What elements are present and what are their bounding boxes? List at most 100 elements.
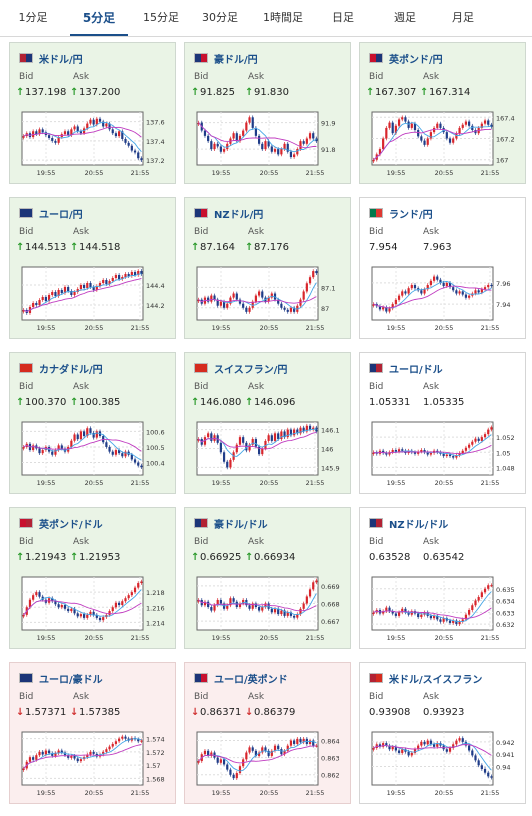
rate-card[interactable]: スイスフラン/円 Bid Ask ↑146.080 ↑146.096 146.1… [184,352,351,494]
rate-card[interactable]: カナダドル/円 Bid Ask ↑100.370 ↑100.385 100.6 1… [9,352,176,494]
candle [404,117,407,122]
pair-link[interactable]: カナダドル/円 [19,361,103,376]
candle [213,143,216,150]
price-chart[interactable]: 1.218 1.216 1.214 19:55 20:55 21:55 [20,574,167,644]
candle [299,141,302,150]
price-chart[interactable]: 1.052 1.05 1.048 19:55 20:55 21:55 [370,419,517,489]
rate-card[interactable]: NZドル/円 Bid Ask ↑87.164 ↑87.176 87.1 87 19:… [184,197,351,339]
candle [118,275,121,279]
rate-card[interactable]: 英ポンド/円 Bid Ask ↑167.307 ↑167.314 167.4 16… [359,42,526,184]
pair-link[interactable]: 英ポンド/円 [369,51,443,66]
candle [111,129,114,134]
candle [121,601,124,606]
candle [448,748,452,752]
candle [203,130,207,136]
candle [108,611,111,615]
rate-card[interactable]: 英ポンド/ドル Bid Ask ↑1.21943 ↑1.21953 1.218 1… [9,507,176,649]
pair-link[interactable]: ユーロ/ドル [369,361,443,376]
pair-link[interactable]: ユーロ/英ポンド [194,671,288,686]
tab-daily[interactable]: 日足 [332,11,354,24]
trend-arrow-icon: ↑ [70,397,79,408]
pair-name: 英ポンド/ドル [39,519,103,531]
candle [197,439,200,441]
rate-card[interactable]: ユーロ/ドル Bid Ask 1.05331 1.05335 1.052 1.05… [359,352,526,494]
pair-link[interactable]: NZドル/円 [194,206,263,221]
tab-1hour[interactable]: 1時間足 [263,11,303,24]
ma-long-line [198,431,317,450]
candle [487,585,490,589]
candlestick-chart: 1.218 1.216 1.214 19:55 20:55 21:55 [21,576,165,642]
price-chart[interactable]: 146.1 146 145.9 19:55 20:55 21:55 [195,419,342,489]
ask-value: ↑144.518 [70,242,121,253]
bid-value: ↑0.66925 [191,552,242,563]
tab-monthly[interactable]: 月足 [452,11,474,24]
ask-value: ↑146.096 [245,397,296,408]
rate-card[interactable]: 米ドル/円 Bid Ask ↑137.198 ↑137.200 137.6 137… [9,42,176,184]
price-chart[interactable]: 0.635 0.634 0.633 0.632 19:55 20:55 21:55 [370,574,517,644]
rate-card[interactable]: 米ドル/スイスフラン Bid Ask 0.93908 0.93923 0.942… [359,662,526,804]
candle [89,751,92,755]
pair-link[interactable]: 豪ドル/円 [194,51,258,66]
rate-card[interactable]: NZドル/ドル Bid Ask 0.63528 0.63542 0.635 0.6… [359,507,526,649]
x-tick-label: 21:55 [481,789,500,797]
tab-5min[interactable]: 5分足 [70,0,128,36]
candle [54,140,57,143]
pair-link[interactable]: ユーロ/豪ドル [19,671,103,686]
pair-link[interactable]: 米ドル/スイスフラン [369,671,482,686]
candle [426,740,429,745]
rate-card[interactable]: ユーロ/円 Bid Ask ↑144.513 ↑144.518 144.4 144… [9,197,176,339]
price-chart[interactable]: 87.1 87 19:55 20:55 21:55 [195,264,342,334]
pair-link[interactable]: ユーロ/円 [19,206,83,221]
candle [102,280,105,283]
tab-1min[interactable]: 1分足 [18,11,48,24]
candle [70,291,73,295]
tab-30min[interactable]: 30分足 [202,11,238,24]
candle [280,149,283,155]
price-chart[interactable]: 0.942 0.941 0.94 19:55 20:55 21:55 [370,729,517,799]
pair-link[interactable]: 米ドル/円 [19,51,83,66]
y-tick-label: 146.1 [321,427,340,435]
rate-card[interactable]: ユーロ/豪ドル Bid Ask ↓1.57371 ↓1.57385 1.574 1… [9,662,176,804]
rate-card[interactable]: 豪ドル/ドル Bid Ask ↑0.66925 ↑0.66934 0.669 0.… [184,507,351,649]
ma-long-line [373,744,492,756]
price-chart[interactable]: 0.864 0.863 0.862 19:55 20:55 21:55 [195,729,342,799]
candle [448,620,452,623]
pair-link[interactable]: スイスフラン/円 [194,361,287,376]
ma-long-line [23,438,142,452]
candle [226,605,229,609]
candle [442,618,445,622]
price-chart[interactable]: 0.669 0.668 0.667 19:55 20:55 21:55 [195,574,342,644]
pair-link[interactable]: NZドル/ドル [369,516,449,531]
candle [121,453,124,457]
ma-long-line [198,122,317,149]
price-chart[interactable]: 144.4 144.2 19:55 20:55 21:55 [20,264,167,334]
candle [137,462,140,466]
rate-card[interactable]: 豪ドル/円 Bid Ask ↑91.825 ↑91.830 91.9 91.8 19… [184,42,351,184]
candle [277,608,280,615]
candle [51,292,54,295]
trend-arrow-icon: ↓ [16,707,25,718]
candle [114,450,118,455]
x-tick-label: 19:55 [212,789,231,797]
price-chart[interactable]: 100.6 100.5 100.4 19:55 20:55 21:55 [20,419,167,489]
price-chart[interactable]: 167.4 167.2 167 19:55 20:55 21:55 [370,109,517,179]
candle [267,297,270,302]
price-chart[interactable]: 91.9 91.8 19:55 20:55 21:55 [195,109,342,179]
tab-weekly[interactable]: 週足 [394,11,416,24]
candle [130,454,133,460]
pair-link[interactable]: 豪ドル/ドル [194,516,268,531]
rate-card[interactable]: ランド/円 Bid Ask 7.954 7.963 7.96 7.94 19:55 2… [359,197,526,339]
tab-15min[interactable]: 15分足 [143,11,179,24]
price-chart[interactable]: 1.574 1.572 1.57 1.568 19:55 20:55 21:55 [20,729,167,799]
price-chart[interactable]: 7.96 7.94 19:55 20:55 21:55 [370,264,517,334]
candle [391,304,394,309]
candle [254,603,258,608]
candle [289,740,293,746]
pair-link[interactable]: ランド/円 [369,206,433,221]
price-chart[interactable]: 137.6 137.4 137.2 19:55 20:55 21:55 [20,109,167,179]
candle [257,135,261,144]
rate-card[interactable]: ユーロ/英ポンド Bid Ask ↓0.86371 ↓0.86379 0.864… [184,662,351,804]
pair-link[interactable]: 英ポンド/ドル [19,516,103,531]
y-tick-label: 0.635 [496,586,515,594]
pair-name: NZドル/ドル [389,519,449,531]
